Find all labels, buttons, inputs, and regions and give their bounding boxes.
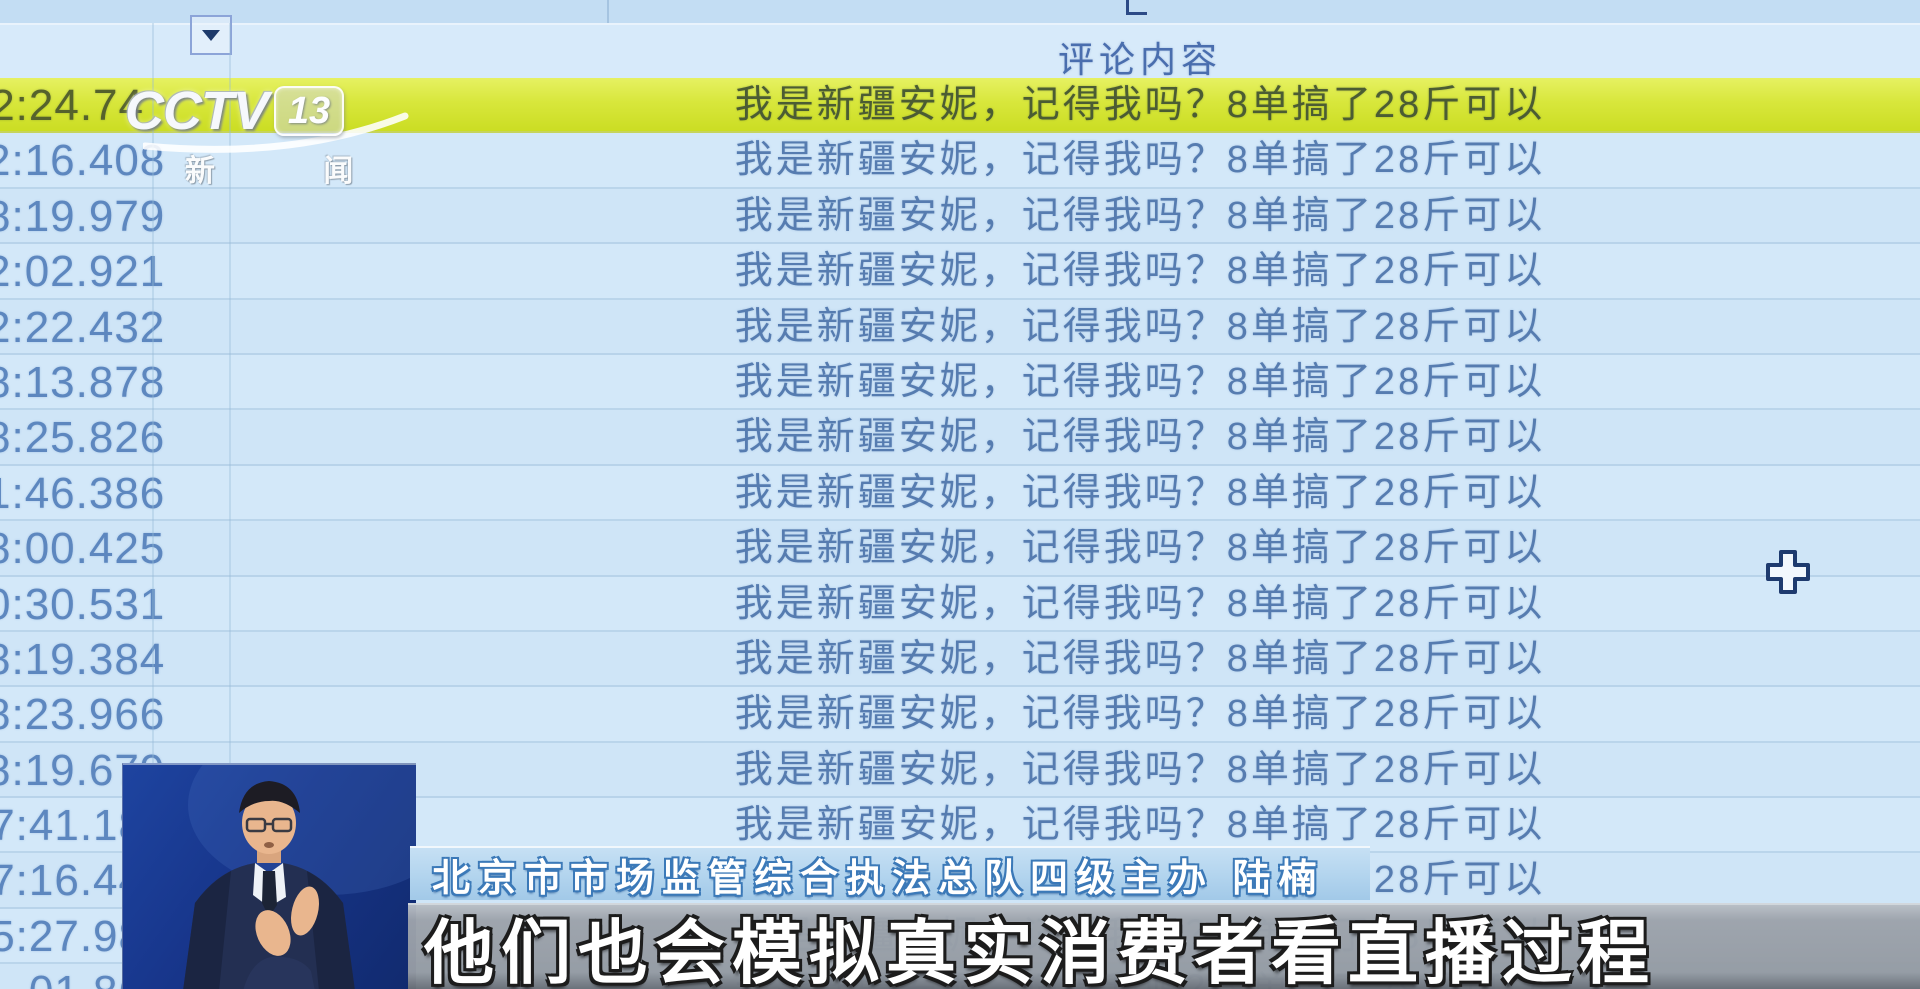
timestamp-cell[interactable]: 01.86 (0, 964, 144, 989)
table-row[interactable]: 2:22.432 我是新疆安妮，记得我吗？8单搞了28斤可以 (0, 299, 1920, 355)
table-row[interactable]: 8:23.966 我是新疆安妮，记得我吗？8单搞了28斤可以 (0, 687, 1920, 743)
dropdown-arrow-icon (202, 29, 220, 41)
comment-cell[interactable]: 我是新疆安妮，记得我吗？8单搞了28斤可以 (734, 471, 1546, 514)
timestamp-cell[interactable]: 8:00.425 (0, 524, 166, 574)
sheet-top-band (0, 0, 1920, 25)
timestamp-cell[interactable]: 8:25.826 (0, 413, 166, 463)
subtitle-text: 他们也会模拟真实消费者看直播过程 (424, 913, 1656, 989)
comment-cell[interactable]: 我是新疆安妮，记得我吗？8单搞了28斤可以 (734, 637, 1546, 680)
sheet-header-row: 评论内容 (0, 25, 1920, 80)
timestamp-cell[interactable]: 2:22.432 (0, 302, 166, 352)
timestamp-cell[interactable]: 8:19.979 (0, 191, 166, 241)
timestamp-cell[interactable]: 7:16.44 (0, 856, 144, 906)
table-row[interactable]: 2:24.74 我是新疆安妮，记得我吗？8单搞了28斤可以 (0, 78, 1920, 134)
sign-language-interpreter-video (122, 763, 416, 989)
comment-cell[interactable]: 我是新疆安妮，记得我吗？8单搞了28斤可以 (734, 748, 1546, 791)
timestamp-cell[interactable]: 8:19.384 (0, 634, 166, 684)
speaker-caption-text: 北京市市场监管综合执法总队四级主办 陆楠 (432, 857, 1325, 900)
gridline-vertical (229, 23, 231, 989)
table-row[interactable]: 8:25.826 我是新疆安妮，记得我吗？8单搞了28斤可以 (0, 410, 1920, 466)
table-row[interactable]: 8:00.425 我是新疆安妮，记得我吗？8单搞了28斤可以 (0, 521, 1920, 577)
comment-cell[interactable]: 我是新疆安妮，记得我吗？8单搞了28斤可以 (734, 139, 1546, 182)
table-row[interactable]: 0:30.531 我是新疆安妮，记得我吗？8单搞了28斤可以 (0, 576, 1920, 632)
timestamp-cell[interactable]: 7:41.18 (0, 801, 144, 851)
table-row[interactable]: 1:46.386 我是新疆安妮，记得我吗？8单搞了28斤可以 (0, 465, 1920, 522)
table-row[interactable]: 2:02.921 我是新疆安妮，记得我吗？8单搞了28斤可以 (0, 244, 1920, 300)
table-row[interactable]: 2:16.408 我是新疆安妮，记得我吗？8单搞了28斤可以 (0, 133, 1920, 189)
comment-cell[interactable]: 我是新疆安妮，记得我吗？8单搞了28斤可以 (734, 804, 1546, 847)
filter-dropdown-button[interactable] (190, 15, 232, 55)
timestamp-cell[interactable]: 2:16.408 (0, 136, 166, 186)
subtitle-bar: 他们也会模拟真实消费者看直播过程 (408, 903, 1920, 989)
comment-cell[interactable]: 我是新疆安妮，记得我吗？8单搞了28斤可以 (734, 416, 1546, 459)
timestamp-cell[interactable]: 2:24.74 (0, 81, 144, 130)
comment-cell[interactable]: 我是新疆安妮，记得我吗？8单搞了28斤可以 (734, 250, 1546, 293)
cell-border-corner (1126, 0, 1147, 15)
timestamp-cell[interactable]: 0:30.531 (0, 579, 166, 629)
timestamp-cell[interactable]: 2:02.921 (0, 247, 166, 297)
table-row[interactable]: 8:13.878 我是新疆安妮，记得我吗？8单搞了28斤可以 (0, 354, 1920, 411)
comment-cell[interactable]: 我是新疆安妮，记得我吗？8单搞了28斤可以 (734, 527, 1546, 570)
table-row[interactable]: 8:19.384 我是新疆安妮，记得我吗？8单搞了28斤可以 (0, 631, 1920, 688)
timestamp-cell[interactable]: 5:27.98 (0, 911, 144, 961)
interpreter-figure (183, 765, 416, 989)
comment-cell[interactable]: 我是新疆安妮，记得我吗？8单搞了28斤可以 (734, 84, 1546, 126)
comment-cell[interactable]: 我是新疆安妮，记得我吗？8单搞了28斤可以 (734, 582, 1546, 625)
comment-cell[interactable]: 我是新疆安妮，记得我吗？8单搞了28斤可以 (734, 693, 1546, 736)
comment-cell[interactable]: 我是新疆安妮，记得我吗？8单搞了28斤可以 (734, 194, 1546, 237)
comment-cell[interactable]: 我是新疆安妮，记得我吗？8单搞了28斤可以 (734, 305, 1546, 348)
comment-cell[interactable]: 我是新疆安妮，记得我吗？8单搞了28斤可以 (734, 360, 1546, 403)
timestamp-cell[interactable]: 8:23.966 (0, 690, 166, 740)
excel-plus-cursor-icon (1766, 550, 1810, 594)
timestamp-cell[interactable]: 1:46.386 (0, 468, 166, 518)
timestamp-cell[interactable]: 8:13.878 (0, 357, 166, 407)
table-row[interactable]: 8:19.979 我是新疆安妮，记得我吗？8单搞了28斤可以 (0, 188, 1920, 245)
speaker-caption-bar: 北京市市场监管综合执法总队四级主办 陆楠 (410, 846, 1370, 900)
gridline-vertical (152, 23, 154, 989)
column-header-comment: 评论内容 (1057, 39, 1222, 80)
gridline-vertical (607, 0, 609, 23)
